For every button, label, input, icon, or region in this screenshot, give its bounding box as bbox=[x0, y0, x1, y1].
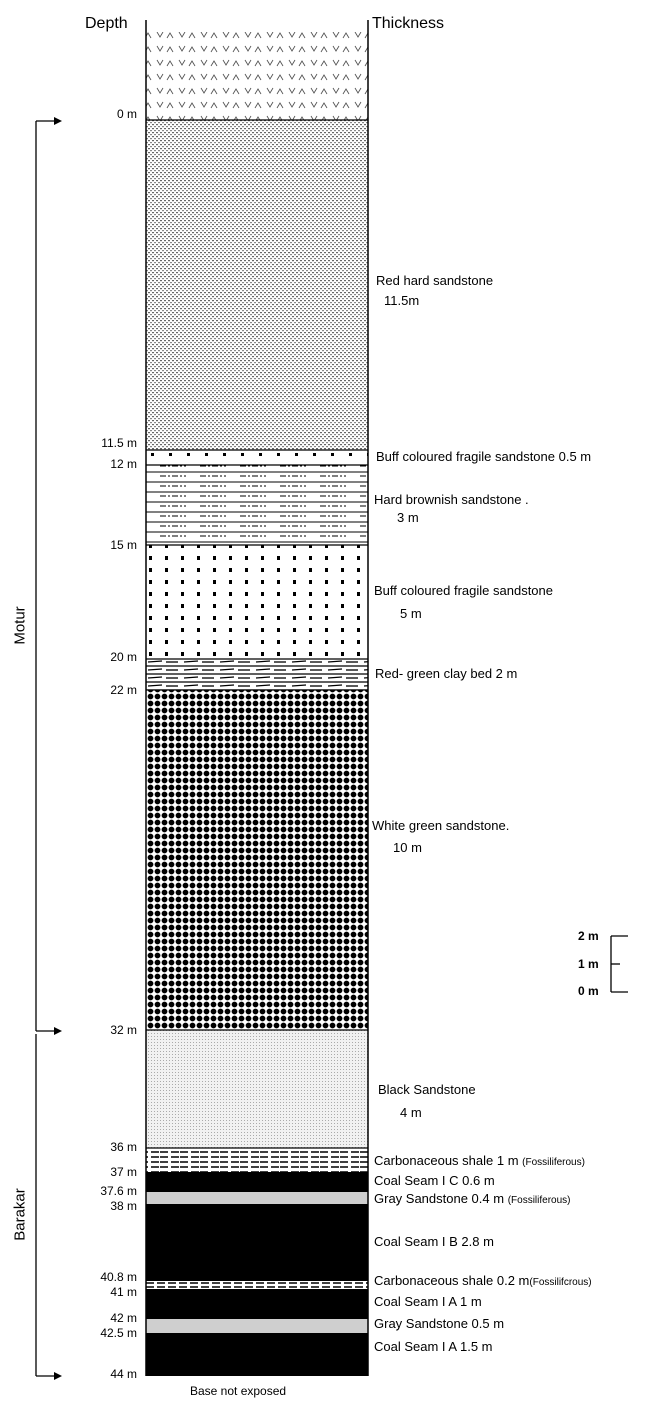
layer-label: White green sandstone. bbox=[372, 818, 510, 833]
layer-coal-seam-ib bbox=[146, 1204, 368, 1281]
formation-motur: Motur bbox=[11, 606, 29, 645]
layer-gray-sandstone-1 bbox=[146, 1192, 368, 1204]
barakar-bracket bbox=[35, 1034, 56, 1377]
layer-coal-seam-ic bbox=[146, 1172, 368, 1192]
depth-label: 15 m bbox=[110, 538, 137, 552]
layer-red-green-clay bbox=[146, 659, 368, 690]
motur-bracket bbox=[35, 120, 56, 1032]
depth-label: 41 m bbox=[110, 1285, 137, 1299]
layer-thickness: 5 m bbox=[400, 606, 422, 621]
depth-label: 42 m bbox=[110, 1311, 137, 1325]
layer-coal-seam-ia-1 bbox=[146, 1289, 368, 1319]
layer-label: Coal Seam I A 1.5 m bbox=[374, 1339, 493, 1354]
depth-label: 11.5 m bbox=[101, 436, 137, 450]
layer-thickness: 3 m bbox=[397, 510, 419, 525]
layer-thickness: 11.5m bbox=[384, 293, 420, 308]
layer-carbonaceous-shale-1 bbox=[146, 1148, 368, 1172]
depth-label: 44 m bbox=[110, 1367, 137, 1381]
layer-black-sandstone bbox=[146, 1030, 368, 1148]
layer-coal-seam-ia-2 bbox=[146, 1333, 368, 1376]
depth-label: 37 m bbox=[110, 1165, 137, 1179]
layer-label: Coal Seam I A 1 m bbox=[374, 1294, 482, 1309]
layer-label: Coal Seam I C 0.6 m bbox=[374, 1173, 495, 1188]
thickness-header: Thickness bbox=[372, 15, 445, 32]
layer-label: Carbonaceous shale 1 m (Fossiliferous) bbox=[374, 1153, 585, 1168]
layer-label: Coal Seam I B 2.8 m bbox=[374, 1234, 494, 1249]
depth-header: Depth bbox=[85, 15, 128, 32]
layer-thickness: 10 m bbox=[393, 840, 422, 855]
scale-label: 0 m bbox=[578, 984, 599, 998]
layer-gray-sandstone-2 bbox=[146, 1319, 368, 1333]
depth-label: 20 m bbox=[110, 650, 137, 664]
depth-label: 0 m bbox=[116, 107, 137, 121]
layer-buff-fragile-sandstone bbox=[146, 545, 368, 659]
layer-white-green-sandstone bbox=[146, 690, 368, 1030]
depth-label: 42.5 m bbox=[100, 1326, 137, 1340]
depth-label: 32 m bbox=[110, 1023, 137, 1037]
depth-label: 36 m bbox=[110, 1140, 137, 1154]
depth-label: 40.8 m bbox=[100, 1270, 137, 1284]
formation-barakar: Barakar bbox=[11, 1188, 29, 1241]
layer-red-hard-sandstone bbox=[146, 120, 368, 450]
layer-label: Buff coloured fragile sandstone 0.5 m bbox=[376, 449, 592, 464]
layer-hard-brownish-sandstone bbox=[146, 465, 368, 545]
scale-label: 2 m bbox=[578, 929, 599, 943]
layer-label: Gray Sandstone 0.5 m bbox=[374, 1316, 505, 1331]
depth-label: 22 m bbox=[110, 683, 137, 697]
layer-label: Buff coloured fragile sandstone bbox=[374, 583, 553, 598]
layer-label: Carbonaceous shale 0.2 m(Fossilifcrous) bbox=[374, 1273, 592, 1288]
layer-label: Red- green clay bed 2 m bbox=[375, 666, 518, 681]
depth-label: 37.6 m bbox=[100, 1184, 137, 1198]
scale-bar bbox=[610, 935, 628, 993]
layer-thickness: 4 m bbox=[400, 1105, 422, 1120]
layer-label: Red hard sandstone bbox=[376, 273, 494, 288]
layer-label: Gray Sandstone 0.4 m (Fossiliferous) bbox=[374, 1191, 571, 1206]
layer-label: Hard brownish sandstone . bbox=[374, 492, 529, 507]
depth-label: 12 m bbox=[110, 457, 137, 471]
base-note: Base not exposed bbox=[190, 1384, 287, 1398]
scale-label: 1 m bbox=[578, 957, 599, 971]
layer-label: Black Sandstone bbox=[378, 1082, 476, 1097]
topsoil-layer bbox=[146, 32, 368, 120]
depth-label: 38 m bbox=[110, 1199, 137, 1213]
